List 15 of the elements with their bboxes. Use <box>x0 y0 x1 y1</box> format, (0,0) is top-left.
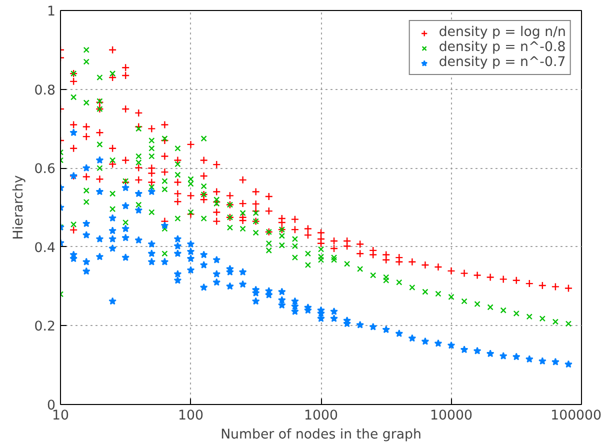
x-tick-label: 10000 <box>430 408 472 424</box>
y-tick-label: 0.2 <box>34 320 56 335</box>
y-tick-label: 0.8 <box>34 83 56 98</box>
x-tick-label: 100000 <box>550 408 601 424</box>
x-tick-label: 10 <box>52 408 69 424</box>
legend-label: density p = log n/n <box>438 25 566 40</box>
y-tick-label: 0.6 <box>34 162 56 178</box>
x-tick-label: 1000 <box>304 408 338 424</box>
legend-label: density p = n^-0.7 <box>438 55 566 70</box>
y-axis-title: Hierarchy <box>11 175 26 240</box>
x-tick-label: 100 <box>178 408 204 424</box>
y-tick-label: 0.4 <box>34 240 56 256</box>
y-tick-label: 1 <box>47 4 56 20</box>
x-axis-title: Number of nodes in the graph <box>220 428 422 442</box>
legend-label: density p = n^-0.8 <box>438 40 566 55</box>
